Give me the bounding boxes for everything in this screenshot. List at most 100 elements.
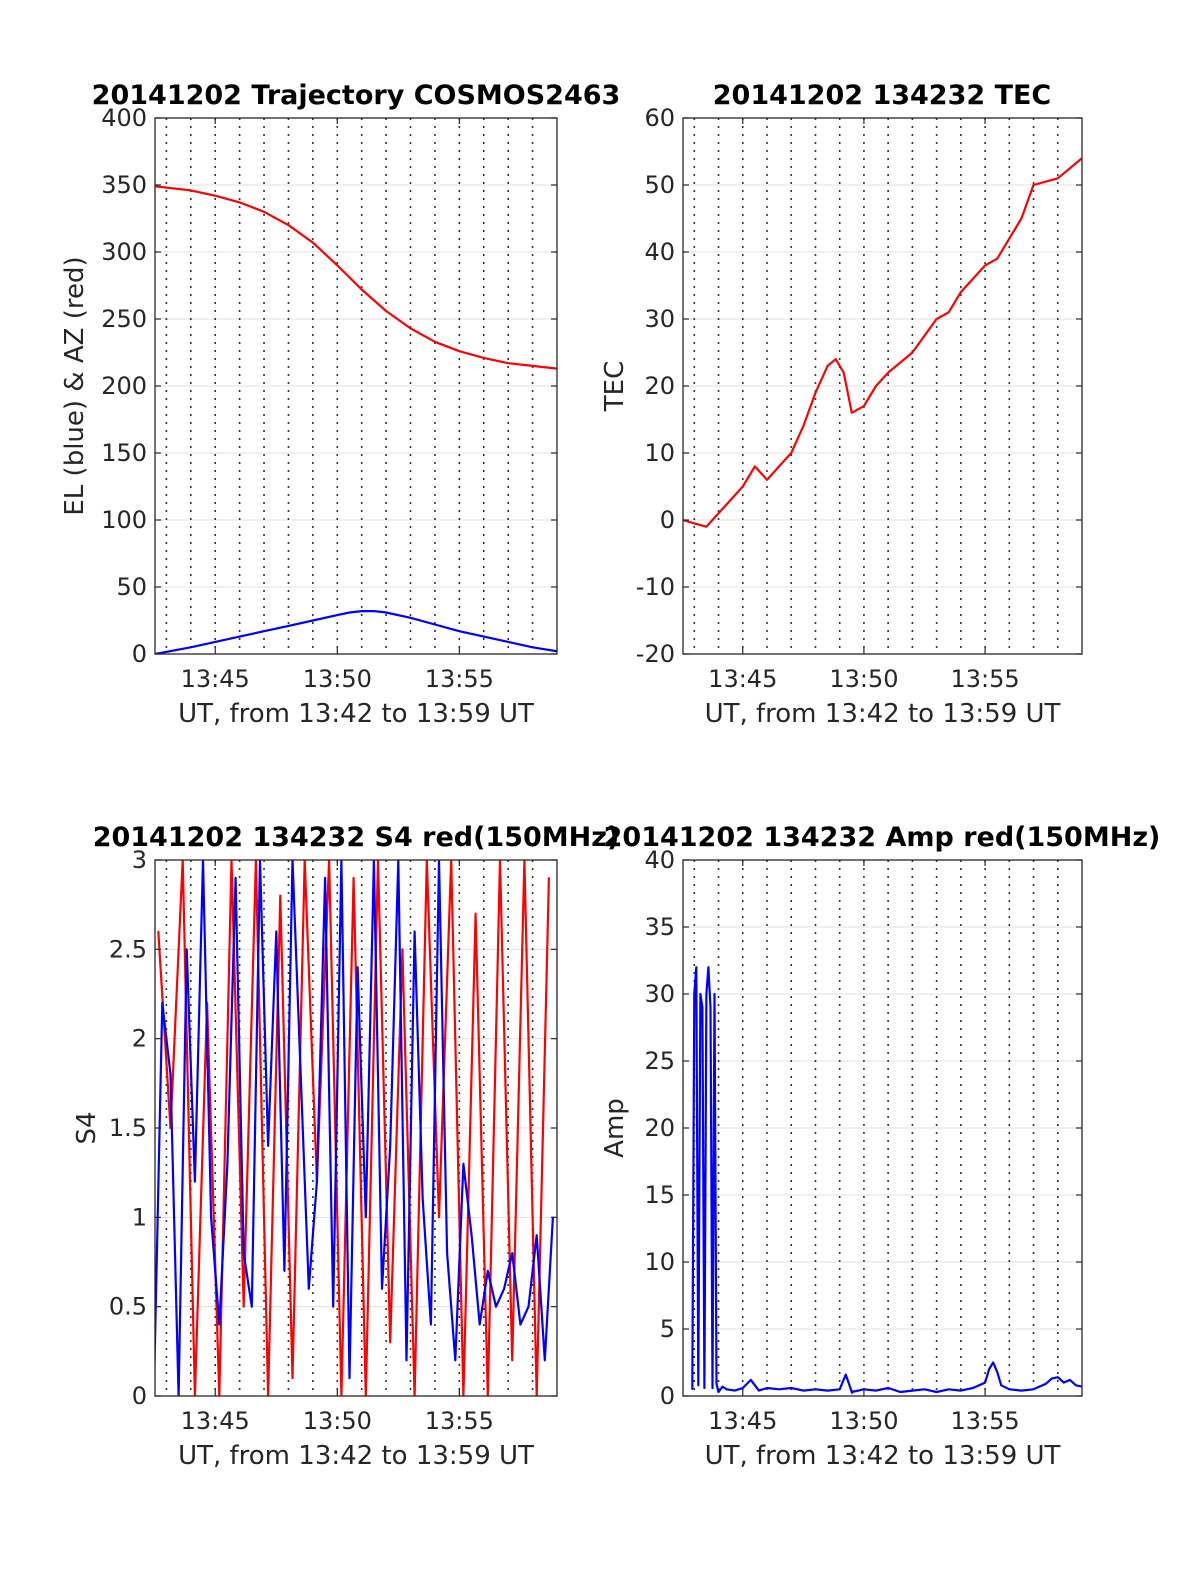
data-point — [834, 358, 837, 361]
data-point — [842, 371, 845, 374]
data-point — [1050, 1377, 1053, 1380]
data-point — [1032, 184, 1035, 186]
data-point — [1044, 1383, 1047, 1385]
x-tick-label: 13:50 — [829, 665, 898, 693]
data-point — [364, 1216, 367, 1219]
y-tick-label: -10 — [636, 573, 675, 601]
data-point — [1063, 1381, 1065, 1384]
data-point — [693, 993, 696, 995]
data-point — [699, 993, 702, 995]
data-point — [705, 993, 708, 995]
data-point — [992, 1361, 994, 1364]
data-point — [766, 479, 768, 481]
y-tick-label: 0 — [660, 506, 675, 534]
x-axis-label: UT, from 13:42 to 13:59 UT — [178, 1441, 534, 1471]
y-tick-label: 150 — [101, 439, 147, 467]
data-point — [721, 1385, 724, 1388]
data-point — [267, 1145, 269, 1147]
data-point — [778, 1388, 780, 1391]
data-point — [1008, 1388, 1011, 1391]
data-point — [863, 1388, 865, 1391]
data-point — [474, 912, 477, 915]
data-point — [519, 1323, 522, 1326]
trajectory-panel: 0 50 100 150 200 250 300 350 400 13:45 13:50 13:55 2… — [60, 80, 620, 729]
data-point — [291, 1377, 294, 1379]
data-point — [409, 617, 412, 619]
data-point — [360, 610, 363, 612]
data-point — [218, 1323, 221, 1326]
data-point — [190, 189, 192, 192]
x-tick-label: 13:45 — [708, 1407, 777, 1435]
data-point — [413, 930, 416, 933]
data-point — [911, 351, 914, 354]
data-point — [511, 1252, 514, 1254]
data-point — [279, 894, 282, 897]
y-tick-label: 5 — [660, 1315, 675, 1343]
data-point — [308, 1288, 310, 1290]
data-point — [352, 877, 355, 879]
x-axis-label: UT, from 13:42 to 13:59 UT — [178, 699, 534, 729]
series-line-1 — [691, 966, 1082, 1394]
y-tick-label: 25 — [644, 1047, 675, 1075]
y-tick-label: 20 — [644, 372, 675, 400]
x-tick-label: 13:50 — [303, 1407, 372, 1435]
data-point — [691, 1388, 694, 1391]
y-tick-label: -20 — [636, 640, 675, 668]
data-point — [705, 525, 708, 528]
y-tick-label: 50 — [116, 573, 147, 601]
data-point — [988, 1368, 990, 1370]
data-point — [238, 635, 241, 638]
y-tick-label: 20 — [644, 1114, 675, 1142]
data-point — [332, 1305, 335, 1308]
data-point — [887, 371, 889, 374]
data-point — [1069, 1379, 1071, 1381]
data-point — [482, 635, 485, 638]
y-tick-label: 10 — [644, 1248, 675, 1276]
data-point — [875, 385, 877, 387]
data-point — [324, 877, 326, 879]
data-point — [482, 357, 485, 359]
data-point — [778, 465, 780, 468]
data-point — [527, 1305, 530, 1308]
data-point — [1008, 237, 1011, 240]
x-tick-label: 13:55 — [950, 665, 1019, 693]
data-point — [875, 1389, 877, 1392]
data-point — [693, 522, 696, 525]
data-point — [715, 1383, 718, 1385]
data-point — [935, 318, 938, 320]
data-point — [790, 452, 793, 454]
x-axis-label: UT, from 13:42 to 13:59 UT — [705, 699, 1061, 729]
y-axis-label: Amp — [600, 1098, 630, 1158]
data-point — [695, 966, 698, 968]
data-point — [543, 1359, 546, 1362]
data-point — [713, 993, 716, 995]
data-point — [750, 1379, 752, 1381]
data-point — [242, 1305, 245, 1308]
y-tick-label: 15 — [644, 1181, 675, 1209]
x-axis-label: UT, from 13:42 to 13:59 UT — [705, 1441, 1061, 1471]
data-point — [911, 1389, 914, 1392]
data-point — [336, 264, 339, 267]
series-group — [155, 860, 554, 1396]
data-point — [814, 391, 817, 394]
data-point — [389, 1145, 391, 1147]
data-point — [214, 641, 217, 643]
data-point — [984, 1381, 986, 1384]
y-tick-label: 1.5 — [109, 1114, 147, 1142]
data-point — [190, 646, 192, 649]
data-point — [802, 425, 805, 428]
y-tick-label: 300 — [101, 238, 147, 266]
data-point — [754, 465, 756, 468]
data-point — [790, 1387, 793, 1389]
data-point — [454, 1359, 457, 1362]
data-point — [283, 1270, 286, 1272]
x-tick-label: 13:45 — [708, 665, 777, 693]
data-point — [263, 211, 265, 213]
data-point — [275, 930, 278, 933]
data-point — [851, 412, 853, 414]
data-point — [729, 499, 732, 501]
data-point — [507, 641, 509, 643]
data-point — [703, 1387, 706, 1389]
data-point — [960, 1389, 962, 1392]
data-point — [1000, 1384, 1003, 1387]
